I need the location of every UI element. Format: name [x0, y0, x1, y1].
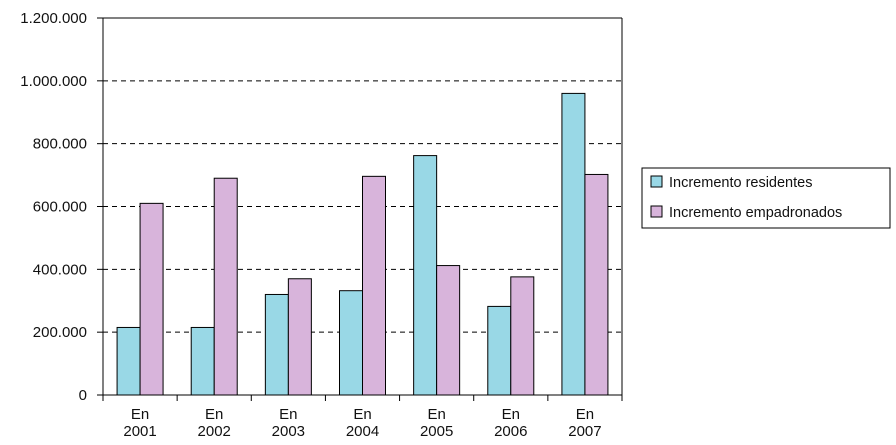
- x-tick-label: En: [131, 406, 149, 423]
- x-tick-label: En: [353, 406, 371, 423]
- x-tick-labels: En2001En2002En2003En2004En2005En2006En20…: [123, 406, 601, 440]
- bar: [190, 326, 215, 396]
- y-tick-label: 0: [79, 387, 87, 404]
- bar: [487, 305, 512, 396]
- y-tick-label: 600.000: [33, 199, 87, 216]
- x-tick-label: En: [502, 406, 520, 423]
- legend-box: [641, 167, 891, 229]
- axes: [97, 17, 623, 401]
- x-tick-label: En: [205, 406, 223, 423]
- y-tick-label: 1.000.000: [20, 73, 87, 90]
- bar: [287, 278, 312, 396]
- legend-label: Incremento residentes: [669, 175, 812, 191]
- bar: [139, 202, 164, 396]
- x-tick-label: En: [279, 406, 297, 423]
- x-tick-label: 2005: [420, 423, 453, 440]
- bar: [561, 92, 586, 396]
- bar: [413, 155, 438, 396]
- x-tick-label: 2003: [272, 423, 305, 440]
- x-tick-label: 2007: [568, 423, 601, 440]
- bar: [584, 173, 609, 396]
- y-tick-label: 400.000: [33, 261, 87, 278]
- bar: [510, 276, 535, 396]
- bar: [436, 265, 461, 396]
- bar: [339, 290, 363, 396]
- y-tick-labels: 0 200.000 400.000 600.000 800.000 1.000.000 1.…: [20, 10, 87, 404]
- x-tick-label: En: [427, 406, 445, 423]
- legend: Incremento residentes Incremento empadron…: [641, 167, 891, 229]
- legend-swatch: [650, 175, 663, 188]
- y-tick-label: 1.200.000: [20, 10, 87, 27]
- legend-label: Incremento empadronados: [669, 205, 842, 221]
- x-tick-label: 2004: [346, 423, 379, 440]
- bar: [116, 326, 141, 396]
- x-tick-label: 2001: [123, 423, 156, 440]
- bar: [264, 293, 289, 396]
- x-tick-label: 2006: [494, 423, 527, 440]
- bars: [116, 92, 609, 396]
- y-tick-label: 800.000: [33, 136, 87, 153]
- x-tick-label: 2002: [198, 423, 231, 440]
- bar: [362, 175, 386, 396]
- gridlines: [103, 80, 622, 333]
- legend-swatch: [650, 205, 663, 218]
- y-tick-label: 200.000: [33, 324, 87, 341]
- bar: [213, 177, 238, 396]
- x-tick-label: En: [576, 406, 594, 423]
